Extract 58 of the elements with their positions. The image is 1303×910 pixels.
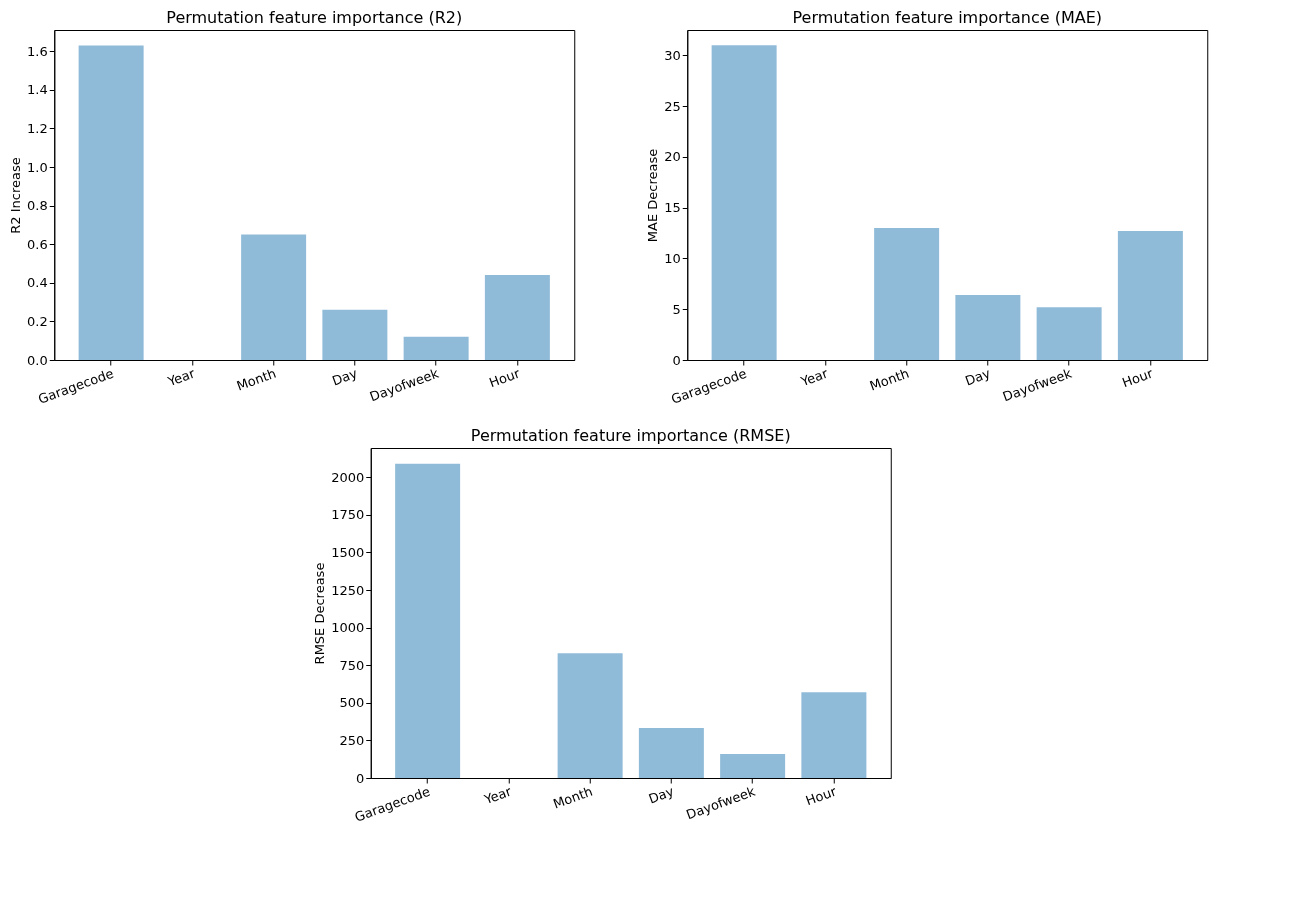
chart-title: Permutation feature importance (R2): [166, 8, 463, 27]
bar: [874, 228, 940, 360]
x-tick-label: Day: [963, 365, 993, 389]
x-tick-label: Month: [551, 783, 595, 812]
x-tick-label: Month: [234, 365, 279, 394]
chart-title: Permutation feature importance (RMSE): [470, 426, 791, 445]
x-tick-label: Year: [164, 365, 198, 390]
bar: [720, 753, 786, 778]
y-tick-label: 1.0: [27, 159, 48, 175]
x-tick-label: Hour: [1120, 365, 1156, 391]
bar: [78, 45, 144, 360]
y-axis-title: MAE Decrease: [645, 148, 661, 243]
chart-title: Permutation feature importance (MAE): [792, 8, 1102, 27]
y-tick-label: 0.8: [27, 198, 48, 214]
y-tick-label: 15: [664, 200, 681, 216]
y-tick-label: 10: [664, 250, 681, 266]
y-tick-label: 0: [672, 352, 681, 368]
y-tick-label: 0.6: [27, 236, 48, 252]
bar: [403, 336, 469, 360]
y-tick-label: 500: [339, 695, 365, 711]
bar: [395, 463, 461, 778]
x-tick-label: Year: [481, 783, 514, 808]
y-axis-title: RMSE Decrease: [312, 562, 328, 665]
x-tick-label: Hour: [803, 783, 839, 809]
bar: [801, 692, 867, 778]
bar: [638, 728, 704, 778]
bar: [557, 653, 623, 778]
y-tick-label: 25: [664, 98, 681, 114]
x-tick-label: Month: [867, 365, 912, 394]
y-tick-label: 1500: [331, 544, 365, 560]
y-tick-label: 30: [664, 47, 681, 63]
y-tick-label: 0: [355, 770, 365, 786]
y-tick-label: 2000: [331, 469, 365, 485]
y-tick-label: 5: [672, 301, 681, 317]
y-tick-label: 1.6: [27, 43, 48, 59]
y-tick-label: 1.4: [27, 82, 48, 98]
y-tick-label: 0.4: [27, 275, 48, 291]
y-tick-label: 0.2: [27, 313, 48, 329]
bar: [322, 309, 388, 360]
x-tick-label: Day: [330, 365, 360, 389]
bar: [711, 45, 777, 360]
bar: [955, 295, 1021, 360]
y-tick-label: 1000: [331, 620, 365, 636]
y-tick-label: 0.0: [27, 352, 48, 368]
bar: [1036, 307, 1102, 360]
y-axis-title: R2 Increase: [8, 157, 24, 234]
y-tick-label: 750: [339, 657, 365, 673]
y-tick-label: 1.2: [27, 120, 48, 136]
bar: [1117, 231, 1183, 360]
x-tick-label: Hour: [487, 365, 523, 391]
y-tick-label: 1750: [331, 507, 365, 523]
bar: [484, 275, 550, 360]
x-tick-label: Year: [797, 365, 831, 390]
bar: [241, 234, 307, 360]
x-tick-label: Day: [646, 783, 677, 807]
y-tick-label: 1250: [331, 582, 365, 598]
y-tick-label: 250: [339, 732, 365, 748]
y-tick-label: 20: [664, 149, 681, 165]
